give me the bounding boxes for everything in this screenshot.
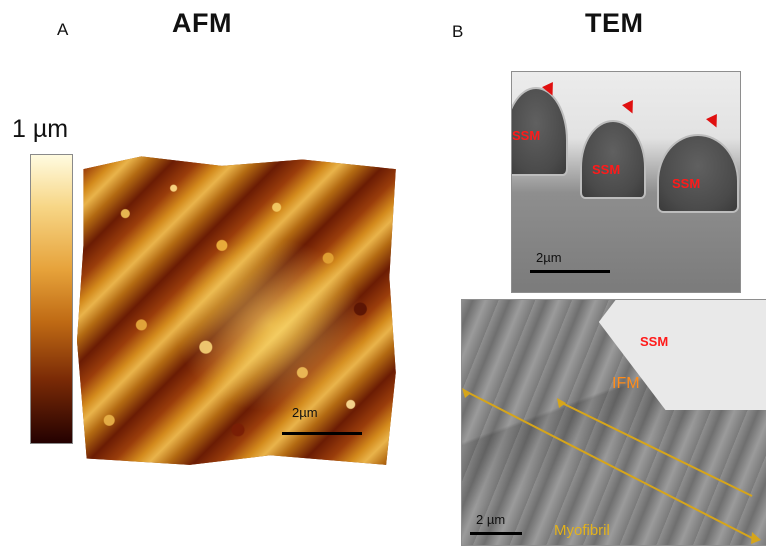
afm-texture [77,156,396,465]
mitochondrion [580,120,646,199]
myofibril-lines [462,388,761,544]
panel-b-letter: B [452,22,464,41]
tem-top-scale-bar [530,270,610,273]
myofibril-label: Myofibril [554,522,610,539]
afm-scale-label: 2µm [292,405,318,420]
tem-bottom-scale-label: 2 µm [476,512,506,527]
tem-bottom-image: SSM IFM Myofibril 2 µm [461,299,766,546]
height-colorbar [30,154,73,444]
mitochondrion [512,87,568,176]
myofibril-arrow-left [557,398,566,408]
tem-bottom-scale-bar [470,532,522,535]
ssm-label: SSM [640,334,669,349]
tem-top-scale-label: 2µm [536,250,562,265]
afm-scale-bar [282,432,362,435]
myofibril-line [559,401,753,497]
ssm-label: SSM [512,128,541,143]
afm-image: 2µm [77,156,396,465]
ssm-label: SSM [672,176,701,191]
ifm-label: IFM [612,375,640,392]
mitochondrion [657,134,739,213]
panel-a-title: AFM [172,8,232,38]
red-arrowhead [706,114,722,130]
tem-top-image: SSM SSM SSM 2µm [511,71,741,293]
ssm-label: SSM [592,162,621,177]
myofibril-arrow-left [462,388,471,398]
red-arrowhead [622,100,638,116]
myofibril-line [466,391,753,539]
panel-a-letter: A [57,20,69,39]
panel-b-title: TEM [585,8,644,38]
colorbar-top-label: 1 µm [12,115,69,143]
myofibril-arrow-right [751,532,761,544]
